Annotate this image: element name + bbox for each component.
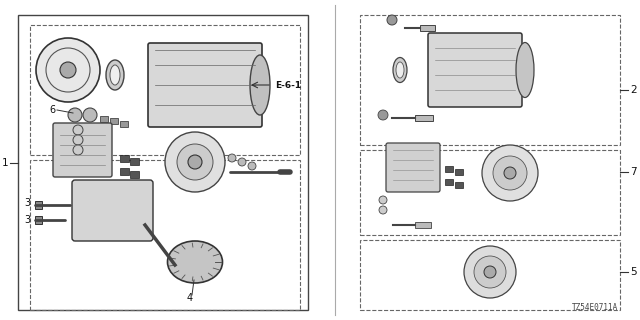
FancyBboxPatch shape xyxy=(72,180,153,241)
Bar xyxy=(30,25,300,155)
Circle shape xyxy=(484,266,496,278)
Bar xyxy=(120,121,128,127)
Bar xyxy=(130,158,139,165)
Circle shape xyxy=(73,125,83,135)
Circle shape xyxy=(248,162,256,170)
Text: TZ54E0711A: TZ54E0711A xyxy=(572,303,618,312)
Bar xyxy=(360,15,620,145)
Circle shape xyxy=(482,145,538,201)
Text: 4: 4 xyxy=(187,293,193,303)
Bar xyxy=(18,15,308,310)
Text: 3: 3 xyxy=(24,215,30,225)
Ellipse shape xyxy=(110,65,120,85)
Bar xyxy=(415,115,433,121)
Bar xyxy=(420,25,435,31)
Circle shape xyxy=(464,246,516,298)
FancyBboxPatch shape xyxy=(386,143,440,192)
Ellipse shape xyxy=(250,55,270,115)
Circle shape xyxy=(474,256,506,288)
Bar xyxy=(30,160,300,310)
Circle shape xyxy=(188,155,202,169)
Circle shape xyxy=(238,158,246,166)
Text: 7: 7 xyxy=(630,167,637,177)
Text: 1: 1 xyxy=(1,158,8,168)
Bar xyxy=(415,222,431,228)
Bar xyxy=(360,150,620,235)
Bar xyxy=(100,116,108,122)
Bar xyxy=(120,168,129,175)
Ellipse shape xyxy=(393,58,407,83)
Circle shape xyxy=(378,110,388,120)
Circle shape xyxy=(60,62,76,78)
FancyBboxPatch shape xyxy=(53,123,112,177)
Polygon shape xyxy=(35,201,42,209)
Bar xyxy=(455,169,463,175)
Circle shape xyxy=(68,108,82,122)
Text: 2: 2 xyxy=(630,85,637,95)
Bar xyxy=(455,182,463,188)
Bar xyxy=(130,171,139,178)
Ellipse shape xyxy=(168,241,223,283)
Circle shape xyxy=(379,196,387,204)
Ellipse shape xyxy=(106,60,124,90)
Bar xyxy=(360,240,620,310)
Text: E-6-1: E-6-1 xyxy=(275,81,301,90)
Circle shape xyxy=(73,145,83,155)
Circle shape xyxy=(493,156,527,190)
FancyBboxPatch shape xyxy=(428,33,522,107)
Polygon shape xyxy=(35,216,42,224)
Ellipse shape xyxy=(516,43,534,98)
Text: 5: 5 xyxy=(630,267,637,277)
Circle shape xyxy=(36,38,100,102)
Circle shape xyxy=(83,108,97,122)
Circle shape xyxy=(379,206,387,214)
Bar xyxy=(120,155,129,162)
Circle shape xyxy=(504,167,516,179)
Circle shape xyxy=(165,132,225,192)
Bar xyxy=(445,179,453,185)
Circle shape xyxy=(73,135,83,145)
Text: 6: 6 xyxy=(49,105,55,115)
Circle shape xyxy=(228,154,236,162)
Bar xyxy=(110,118,118,124)
Circle shape xyxy=(177,144,213,180)
Text: 3: 3 xyxy=(24,198,30,208)
Bar xyxy=(445,166,453,172)
Circle shape xyxy=(387,15,397,25)
Ellipse shape xyxy=(396,62,404,78)
FancyBboxPatch shape xyxy=(148,43,262,127)
